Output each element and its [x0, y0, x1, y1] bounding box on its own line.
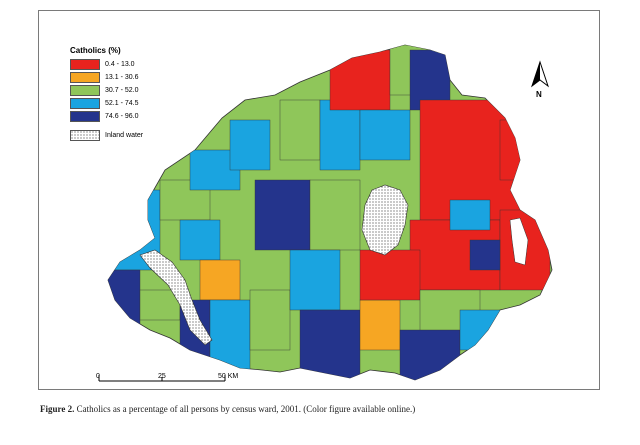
figure-caption: Figure 2. Catholics as a percentage of a… [40, 404, 630, 414]
north-label: N [536, 90, 542, 99]
inland-water-swatch [70, 130, 100, 141]
scale-label-25: 25 [158, 373, 166, 380]
map-legend: Catholics (%) 0.4 - 13.0 13.1 - 30.6 30.… [70, 46, 190, 142]
legend-label: 13.1 - 30.6 [105, 74, 139, 81]
scale-bar [98, 375, 226, 382]
legend-label: 52.1 - 74.5 [105, 100, 139, 107]
strangford-lough [509, 217, 529, 266]
caption-text: Catholics as a percentage of all persons… [76, 404, 416, 414]
legend-item-inland-water: Inland water [70, 129, 190, 142]
legend-label: 30.7 - 52.0 [105, 87, 139, 94]
legend-title: Catholics (%) [70, 46, 121, 55]
scale-label-0: 0 [96, 373, 100, 380]
legend-swatch [70, 85, 100, 96]
legend-item: 52.1 - 74.5 [70, 97, 190, 110]
figure-number: Figure 2. [40, 404, 75, 414]
north-arrow-icon [531, 60, 549, 88]
legend-label: Inland water [105, 132, 144, 139]
legend-item: 30.7 - 52.0 [70, 84, 190, 97]
legend-label: 74.6 - 96.0 [105, 113, 139, 120]
legend-swatch [70, 72, 100, 83]
scale-label-50: 50 KM [218, 373, 239, 380]
legend-item: 0.4 - 13.0 [70, 58, 190, 71]
legend-swatch [70, 111, 100, 122]
legend-item: 13.1 - 30.6 [70, 71, 190, 84]
legend-swatch [70, 98, 100, 109]
legend-label: 0.4 - 13.0 [105, 61, 135, 68]
legend-item: 74.6 - 96.0 [70, 110, 190, 123]
lough-neagh [361, 184, 409, 256]
legend-swatch [70, 59, 100, 70]
lough-erne [139, 249, 213, 346]
